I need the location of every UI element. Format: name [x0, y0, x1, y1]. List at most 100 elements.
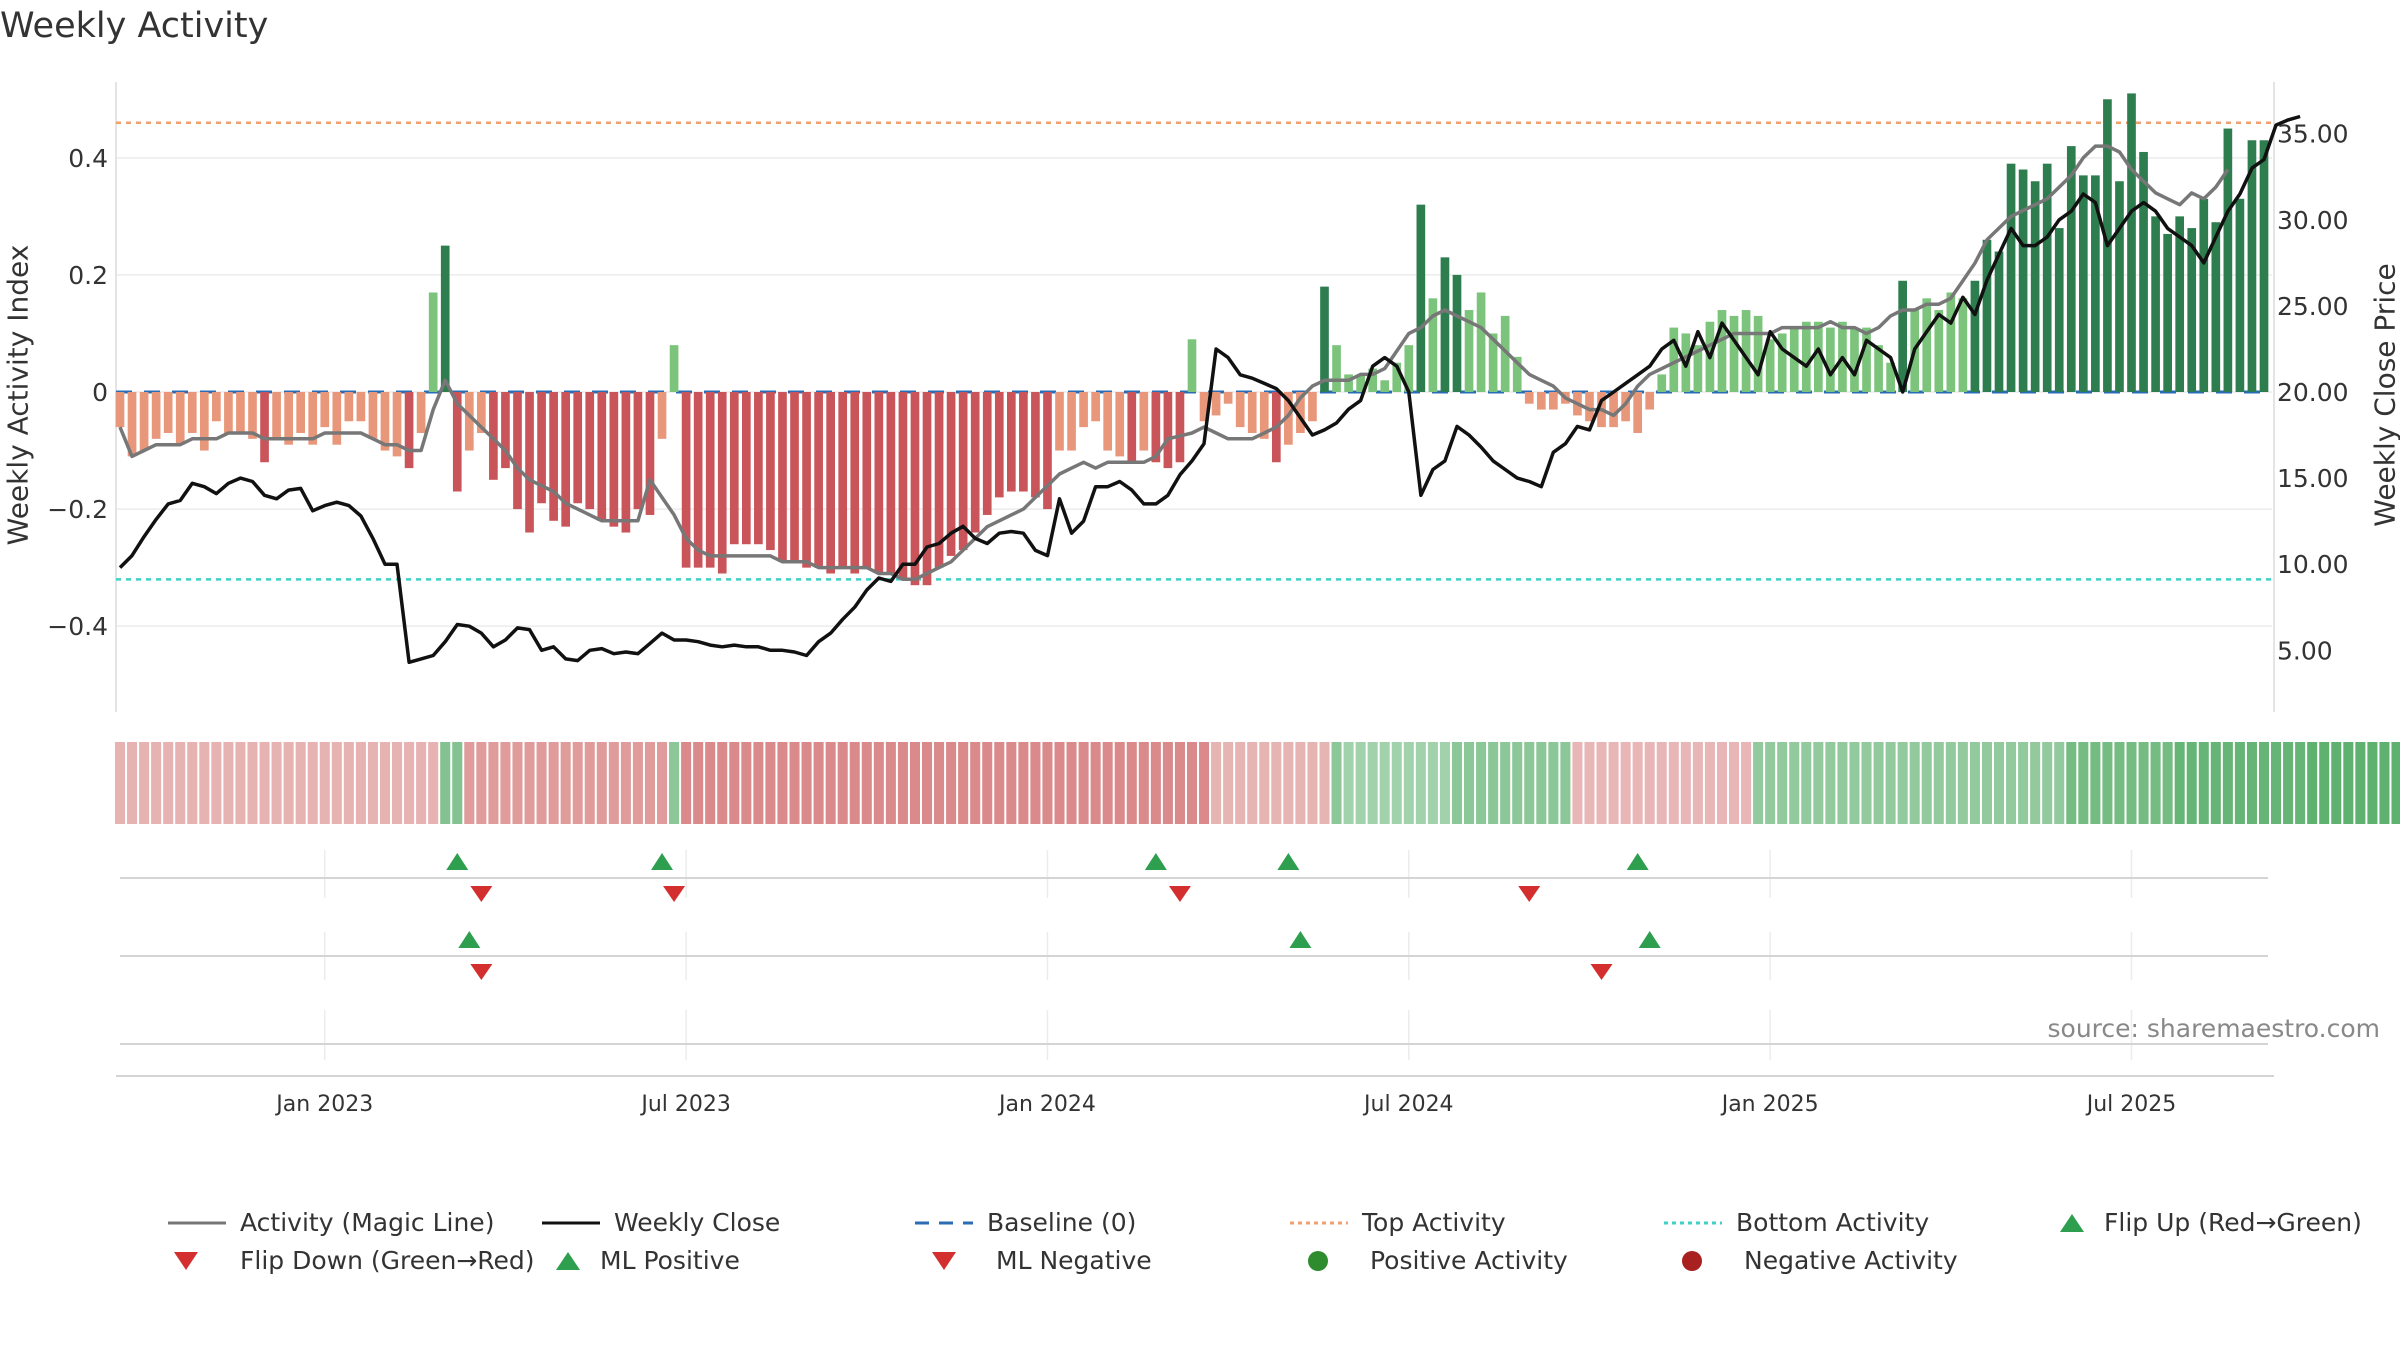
activity-strip-cell	[2186, 742, 2197, 824]
activity-strip-cell	[1500, 742, 1511, 824]
negative-activity-bar	[1043, 392, 1052, 510]
negative-activity-bar	[380, 392, 390, 451]
magic-line	[118, 144, 2230, 582]
activity-strip-cell	[813, 742, 824, 824]
negative-activity-bar	[356, 392, 366, 422]
negative-activity-bar	[1151, 392, 1161, 463]
activity-strip-cell	[524, 742, 535, 824]
positive-activity-bar	[1669, 327, 1679, 392]
legend-item-magic-line[interactable]: Activity (Magic Line)	[168, 1208, 494, 1237]
baseline-swatch	[915, 1221, 973, 1224]
negative-activity-bar	[982, 392, 992, 515]
positive-activity-bar	[1946, 292, 1956, 392]
negative-activity-bar	[1006, 392, 1016, 492]
activity-strip-cell	[1295, 742, 1306, 824]
legend-item-weekly-close[interactable]: Weekly Close	[542, 1208, 780, 1237]
flip-up-marker	[1144, 853, 1167, 870]
negative-activity-bar	[248, 392, 257, 439]
activity-strip-cell	[2222, 742, 2233, 824]
activity-strip-cell	[1873, 742, 1884, 824]
legend-item-positive-activity[interactable]: Positive Activity	[1298, 1246, 1568, 1275]
activity-strip-cell	[1608, 742, 1619, 824]
activity-strip-cell	[548, 742, 559, 824]
activity-strip-cell	[283, 742, 294, 824]
activity-strip-cell	[187, 742, 198, 824]
negative-activity-bar	[1163, 392, 1173, 469]
ml-positive-marker	[458, 931, 481, 948]
legend-item-flip-up[interactable]: Flip Up (Red→Green)	[2052, 1208, 2362, 1237]
weekly-close-swatch	[542, 1221, 600, 1224]
activity-strip-cell	[1150, 742, 1161, 824]
activity-strip-cell	[1632, 742, 1643, 824]
activity-strip-cell	[1006, 742, 1017, 824]
weekly-close-line	[118, 114, 2301, 665]
activity-strip-cell	[1403, 742, 1414, 824]
positive-activity-bar	[1187, 339, 1197, 392]
activity-strip-cell	[1066, 742, 1077, 824]
positive-activity-bar	[2115, 181, 2124, 392]
y-tick-label: 0	[92, 378, 108, 407]
x-tick-label: Jul 2024	[1362, 1092, 1454, 1117]
legend-item-ml-negative[interactable]: ML Negative	[924, 1246, 1152, 1275]
activity-strip-cell	[1331, 742, 1342, 824]
x-tick-label: Jul 2023	[639, 1092, 731, 1117]
activity-strip-cell	[620, 742, 631, 824]
activity-strip-cell	[801, 742, 812, 824]
negative-activity-bar	[597, 392, 607, 521]
negative-activity-bar	[1296, 392, 1305, 433]
x-tick-label: Jul 2025	[2085, 1092, 2177, 1117]
positive-activity-bar	[1982, 239, 1992, 392]
legend: Activity (Magic Line) Weekly Close Basel…	[160, 1208, 2400, 1288]
y2-tick-label: 5.00	[2277, 636, 2333, 665]
activity-strip-cell	[1680, 742, 1691, 824]
positive-activity-bar	[669, 345, 679, 392]
activity-strip-cell	[1427, 742, 1438, 824]
activity-strip-cell	[1476, 742, 1487, 824]
legend-item-baseline[interactable]: Baseline (0)	[915, 1208, 1136, 1237]
negative-activity-bar	[766, 392, 775, 551]
activity-strip-cell	[1379, 742, 1390, 824]
activity-strip-cell	[211, 742, 222, 824]
activity-strip-cell	[837, 742, 848, 824]
y2-tick-label: 25.00	[2277, 292, 2349, 321]
y2-tick-label: 10.00	[2277, 550, 2349, 579]
negative-activity-bar	[645, 392, 655, 515]
activity-strip-cell	[416, 742, 427, 824]
activity-strip-cell	[1199, 742, 1210, 824]
negative-activity-bar	[826, 392, 835, 574]
negative-activity-bar	[573, 392, 583, 504]
activity-strip-cell	[1283, 742, 1294, 824]
positive-activity-bar	[1922, 298, 1932, 392]
activity-strip-cell	[2234, 742, 2245, 824]
positive-activity-bar	[1416, 204, 1426, 392]
activity-strip-cell	[1753, 742, 1764, 824]
legend-item-top-activity[interactable]: Top Activity	[1290, 1208, 1506, 1237]
activity-strip-cell	[343, 742, 354, 824]
activity-strip-cell	[1235, 742, 1246, 824]
activity-strip-cell	[2307, 742, 2318, 824]
positive-activity-bar	[1440, 257, 1450, 392]
ml-positive-marker	[1289, 931, 1312, 948]
negative-activity-bar	[127, 392, 137, 457]
legend-label: Flip Up (Red→Green)	[2104, 1208, 2362, 1237]
negative-activity-bar	[284, 392, 293, 445]
negative-activity-bar	[549, 392, 558, 521]
negative-activity-bar	[151, 392, 161, 439]
activity-strip-cell	[114, 742, 126, 824]
legend-item-negative-activity[interactable]: Negative Activity	[1672, 1246, 1958, 1275]
activity-strip-cell	[644, 742, 655, 824]
activity-strip-cell	[223, 742, 234, 824]
positive-activity-bar	[1777, 333, 1787, 392]
negative-activity-bar	[163, 392, 173, 433]
positive-activity-bar	[1862, 327, 1871, 392]
negative-activity-bar	[729, 392, 739, 545]
legend-item-bottom-activity[interactable]: Bottom Activity	[1664, 1208, 1929, 1237]
legend-item-flip-down[interactable]: Flip Down (Green→Red)	[168, 1246, 535, 1275]
positive-activity-bar	[1717, 310, 1727, 392]
negative-activity-bar	[946, 392, 956, 556]
negative-activity-bar	[681, 392, 691, 568]
negative-activity-bar	[236, 392, 245, 433]
activity-strip-cell	[331, 742, 342, 824]
legend-item-ml-positive[interactable]: ML Positive	[548, 1246, 740, 1275]
negative-activity-bar	[1259, 392, 1269, 439]
